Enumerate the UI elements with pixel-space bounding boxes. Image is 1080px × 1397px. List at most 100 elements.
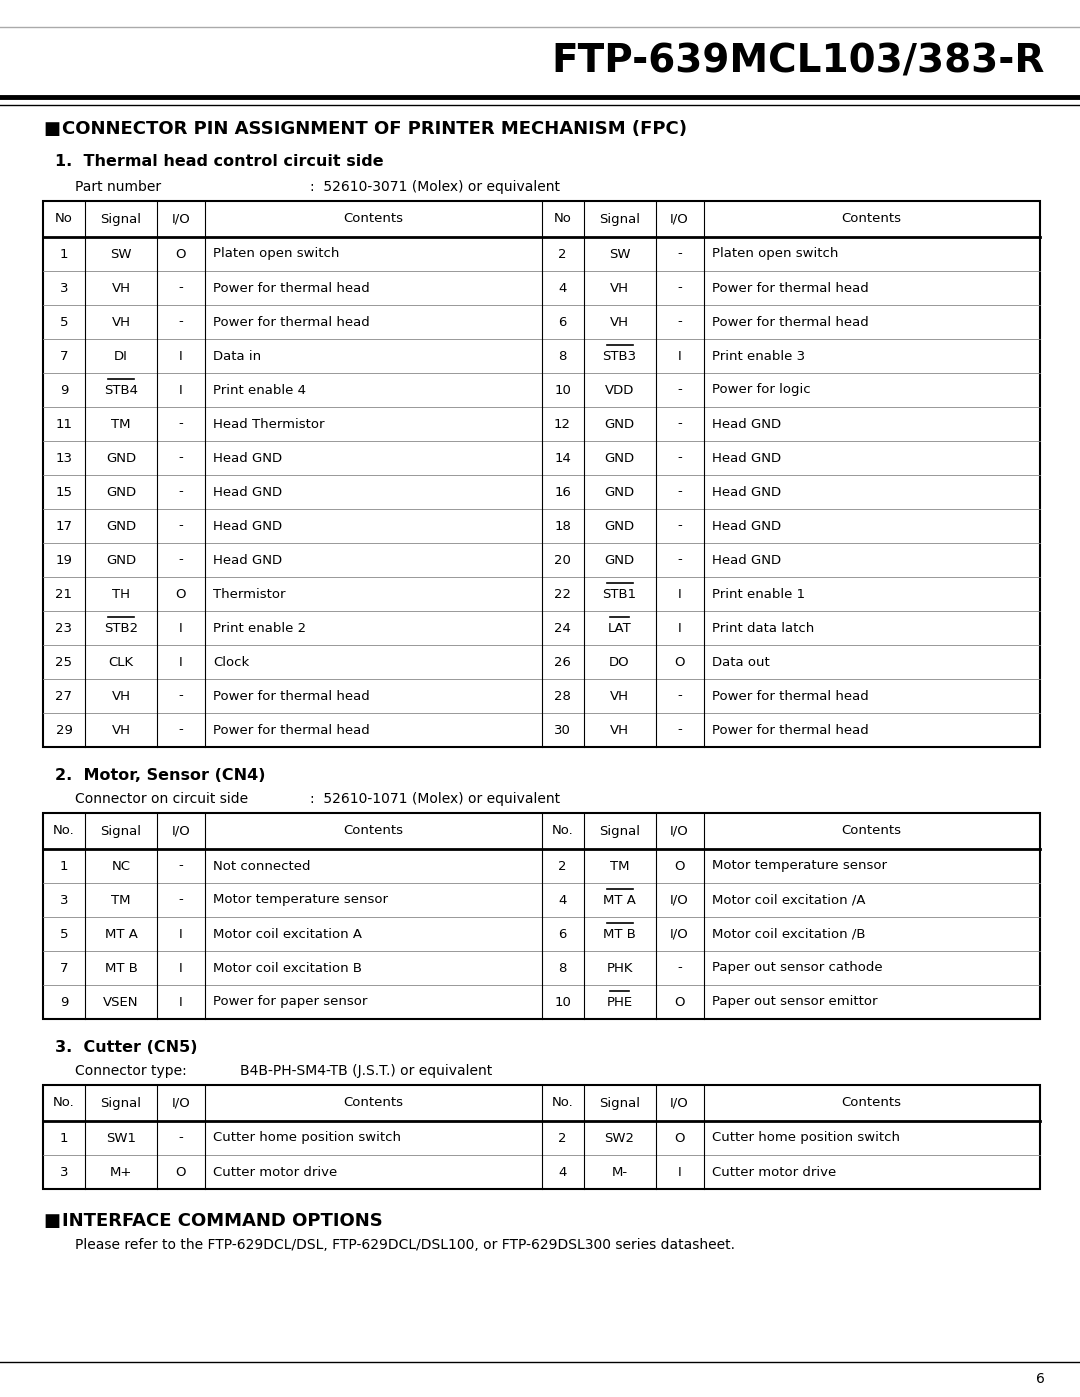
Text: Motor coil excitation /B: Motor coil excitation /B	[712, 928, 865, 940]
Text: 6: 6	[1036, 1372, 1045, 1386]
Text: -: -	[178, 486, 184, 499]
Text: I: I	[179, 349, 183, 362]
Text: Thermistor: Thermistor	[213, 588, 285, 601]
Text: VH: VH	[111, 724, 131, 736]
Text: -: -	[178, 894, 184, 907]
Text: VH: VH	[610, 724, 629, 736]
Text: Contents: Contents	[343, 824, 403, 837]
Text: I/O: I/O	[172, 212, 190, 225]
Text: Contents: Contents	[343, 1097, 403, 1109]
Text: LAT: LAT	[608, 622, 632, 634]
Text: I/O: I/O	[670, 1097, 689, 1109]
Text: 9: 9	[59, 996, 68, 1009]
Text: GND: GND	[605, 451, 635, 464]
Text: Head GND: Head GND	[712, 418, 781, 430]
Text: -: -	[178, 451, 184, 464]
Text: I: I	[179, 961, 183, 975]
Text: I: I	[179, 384, 183, 397]
Text: -: -	[178, 1132, 184, 1144]
Text: DO: DO	[609, 655, 630, 669]
Text: Power for thermal head: Power for thermal head	[213, 316, 369, 328]
Text: GND: GND	[106, 451, 136, 464]
Text: VDD: VDD	[605, 384, 634, 397]
Text: MT A: MT A	[603, 894, 636, 907]
Text: 22: 22	[554, 588, 571, 601]
Text: I: I	[179, 928, 183, 940]
Text: Signal: Signal	[599, 1097, 640, 1109]
Text: -: -	[677, 384, 681, 397]
Text: Paper out sensor emittor: Paper out sensor emittor	[712, 996, 877, 1009]
Text: -: -	[677, 316, 681, 328]
Text: 18: 18	[554, 520, 571, 532]
Text: I/O: I/O	[172, 824, 190, 837]
Text: I/O: I/O	[670, 824, 689, 837]
Text: 2: 2	[558, 1132, 567, 1144]
Text: -: -	[178, 418, 184, 430]
Text: :  52610-3071 (Molex) or equivalent: : 52610-3071 (Molex) or equivalent	[310, 180, 561, 194]
Text: SW: SW	[609, 247, 631, 260]
Text: I/O: I/O	[670, 212, 689, 225]
Text: -: -	[178, 520, 184, 532]
Text: GND: GND	[106, 486, 136, 499]
Text: -: -	[677, 486, 681, 499]
Text: Clock: Clock	[213, 655, 249, 669]
Text: M-: M-	[611, 1165, 627, 1179]
Text: 27: 27	[55, 690, 72, 703]
Text: No.: No.	[53, 824, 75, 837]
Text: Print data latch: Print data latch	[712, 622, 813, 634]
Text: 1.  Thermal head control circuit side: 1. Thermal head control circuit side	[55, 154, 383, 169]
Text: Not connected: Not connected	[213, 859, 311, 873]
Text: -: -	[677, 451, 681, 464]
Text: O: O	[674, 655, 685, 669]
Text: NC: NC	[111, 859, 131, 873]
Text: 2: 2	[558, 247, 567, 260]
Text: O: O	[176, 1165, 186, 1179]
Text: Head GND: Head GND	[213, 553, 282, 567]
Text: 4: 4	[558, 282, 567, 295]
Text: 3: 3	[59, 894, 68, 907]
Text: 21: 21	[55, 588, 72, 601]
Text: Power for logic: Power for logic	[712, 384, 810, 397]
Text: I: I	[179, 655, 183, 669]
Text: Contents: Contents	[841, 824, 902, 837]
Text: I: I	[677, 588, 681, 601]
Text: Head GND: Head GND	[712, 520, 781, 532]
Text: 10: 10	[554, 996, 571, 1009]
Text: -: -	[178, 316, 184, 328]
Text: Signal: Signal	[599, 824, 640, 837]
Text: PHE: PHE	[607, 996, 633, 1009]
Text: 1: 1	[59, 859, 68, 873]
Text: I/O: I/O	[172, 1097, 190, 1109]
Text: Signal: Signal	[100, 1097, 141, 1109]
Text: MT A: MT A	[105, 928, 137, 940]
Text: 9: 9	[59, 384, 68, 397]
Text: -: -	[677, 418, 681, 430]
Text: VH: VH	[111, 690, 131, 703]
Text: 29: 29	[55, 724, 72, 736]
Text: GND: GND	[106, 553, 136, 567]
Text: Platen open switch: Platen open switch	[712, 247, 838, 260]
Text: 5: 5	[59, 316, 68, 328]
Bar	[43, 1085, 1040, 1189]
Text: I/O: I/O	[670, 928, 689, 940]
Text: TH: TH	[112, 588, 130, 601]
Text: Motor coil excitation B: Motor coil excitation B	[213, 961, 362, 975]
Text: VH: VH	[111, 316, 131, 328]
Text: 3.  Cutter (CN5): 3. Cutter (CN5)	[55, 1039, 198, 1055]
Text: M+: M+	[110, 1165, 132, 1179]
Bar	[43, 201, 1040, 747]
Text: MT B: MT B	[105, 961, 137, 975]
Text: -: -	[178, 553, 184, 567]
Text: Power for thermal head: Power for thermal head	[712, 316, 868, 328]
Text: PHK: PHK	[606, 961, 633, 975]
Text: -: -	[178, 282, 184, 295]
Text: 10: 10	[554, 384, 571, 397]
Text: O: O	[176, 588, 186, 601]
Text: 20: 20	[554, 553, 571, 567]
Text: SW2: SW2	[605, 1132, 635, 1144]
Text: STB1: STB1	[603, 588, 636, 601]
Text: -: -	[677, 520, 681, 532]
Text: Motor temperature sensor: Motor temperature sensor	[712, 859, 887, 873]
Text: Platen open switch: Platen open switch	[213, 247, 339, 260]
Text: I: I	[179, 622, 183, 634]
